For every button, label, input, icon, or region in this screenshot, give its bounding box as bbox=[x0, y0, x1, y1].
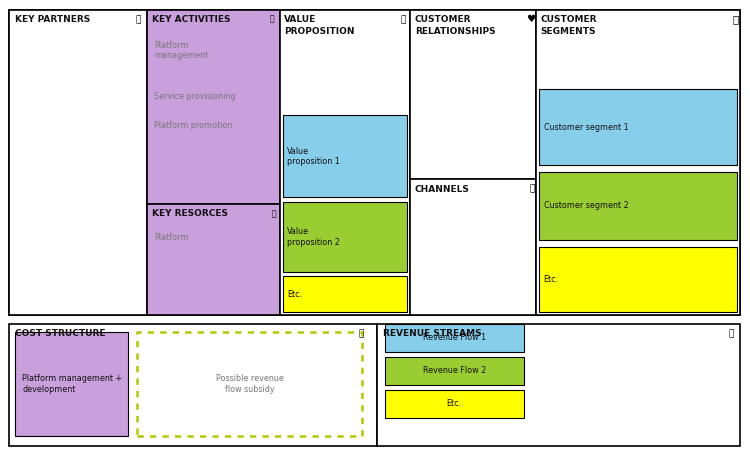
Bar bbox=[137, 332, 362, 436]
Text: Service provisioning: Service provisioning bbox=[154, 92, 236, 101]
Bar bbox=[283, 202, 407, 272]
Bar bbox=[283, 115, 407, 198]
Bar bbox=[15, 332, 128, 436]
Bar bbox=[9, 324, 377, 446]
Bar bbox=[280, 10, 410, 315]
Text: COST STRUCTURE: COST STRUCTURE bbox=[15, 329, 106, 338]
Bar bbox=[539, 172, 737, 240]
Text: Platform
management: Platform management bbox=[154, 41, 209, 60]
Text: CUSTOMER: CUSTOMER bbox=[541, 15, 597, 24]
Bar bbox=[410, 10, 536, 179]
Text: 🌍: 🌍 bbox=[733, 14, 739, 24]
Text: 🔗: 🔗 bbox=[135, 15, 141, 24]
Text: 🎁: 🎁 bbox=[400, 15, 406, 24]
Text: KEY ACTIVITIES: KEY ACTIVITIES bbox=[152, 15, 230, 24]
Bar bbox=[9, 10, 147, 315]
Bar bbox=[147, 203, 280, 315]
Bar bbox=[536, 10, 740, 315]
Text: SEGMENTS: SEGMENTS bbox=[541, 27, 596, 36]
Bar bbox=[539, 247, 737, 313]
Text: PROPOSITION: PROPOSITION bbox=[284, 27, 355, 36]
Bar bbox=[385, 390, 524, 418]
Text: Platform: Platform bbox=[154, 233, 189, 242]
Text: Etc.: Etc. bbox=[287, 289, 302, 299]
Bar bbox=[385, 324, 524, 352]
Text: Value
proposition 2: Value proposition 2 bbox=[287, 227, 340, 247]
Bar bbox=[410, 179, 536, 315]
Text: Revenue Flow 2: Revenue Flow 2 bbox=[422, 366, 486, 376]
Bar bbox=[147, 10, 280, 203]
Text: Platform management +
development: Platform management + development bbox=[22, 375, 123, 394]
Text: ♥: ♥ bbox=[526, 14, 535, 24]
Bar bbox=[377, 324, 740, 446]
Bar bbox=[539, 89, 737, 165]
Text: REVENUE STREAMS: REVENUE STREAMS bbox=[383, 329, 482, 338]
Text: CUSTOMER: CUSTOMER bbox=[415, 15, 471, 24]
Text: RELATIONSHIPS: RELATIONSHIPS bbox=[415, 27, 496, 36]
Bar bbox=[283, 276, 407, 313]
Text: 💰: 💰 bbox=[728, 329, 734, 338]
Text: Value
proposition 1: Value proposition 1 bbox=[287, 147, 340, 166]
Text: 🚚: 🚚 bbox=[529, 185, 535, 193]
Text: ✅: ✅ bbox=[270, 14, 274, 24]
Text: 👥: 👥 bbox=[272, 209, 276, 218]
Text: KEY RESORCES: KEY RESORCES bbox=[152, 209, 227, 218]
Text: Etc.: Etc. bbox=[544, 275, 559, 284]
Bar bbox=[9, 10, 740, 315]
Text: VALUE: VALUE bbox=[284, 15, 316, 24]
Text: Revenue Flow 1: Revenue Flow 1 bbox=[422, 333, 486, 342]
Text: Customer segment 1: Customer segment 1 bbox=[544, 123, 628, 132]
Text: Platform promotion: Platform promotion bbox=[154, 121, 233, 130]
Text: CHANNELS: CHANNELS bbox=[415, 185, 470, 193]
Bar bbox=[385, 357, 524, 385]
Text: Customer segment 2: Customer segment 2 bbox=[544, 201, 628, 210]
Text: Possible revenue
flow subsidy: Possible revenue flow subsidy bbox=[216, 375, 284, 394]
Text: Etc.: Etc. bbox=[446, 400, 462, 409]
Text: 📎: 📎 bbox=[358, 329, 364, 338]
Text: KEY PARTNERS: KEY PARTNERS bbox=[15, 15, 90, 24]
